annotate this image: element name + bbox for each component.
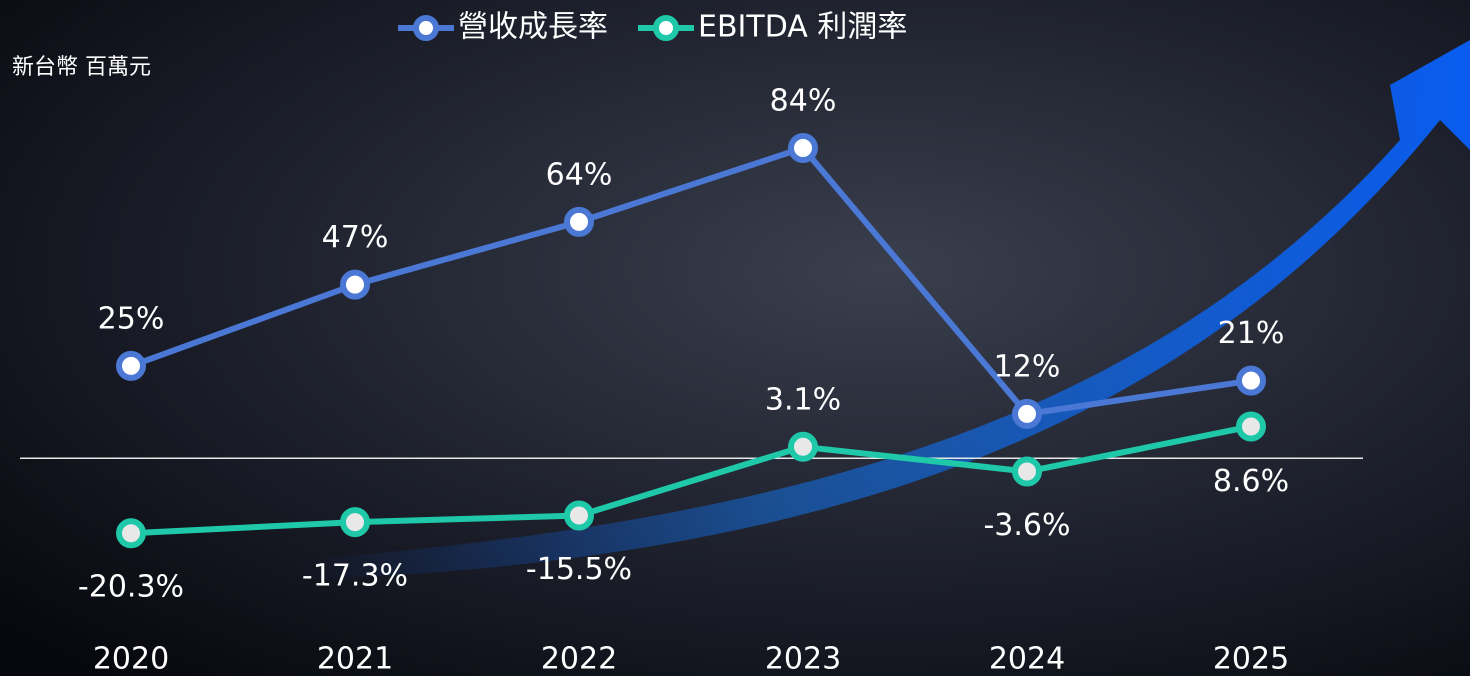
data-point [119, 521, 143, 545]
chart: 新台幣 百萬元 2020 2021 2022 2023 2024 2025 營收成長率 EBI… [0, 0, 1470, 676]
data-label: 12% [994, 349, 1061, 384]
data-point [343, 510, 367, 534]
data-label: 8.6% [1213, 464, 1289, 499]
data-label: 47% [322, 220, 389, 255]
legend-marker [656, 18, 676, 38]
legend-label: 營收成長率 [458, 10, 608, 45]
data-point [567, 210, 591, 234]
data-label: 84% [770, 83, 837, 118]
data-point [1239, 414, 1263, 438]
page: {"chart_data": {"type": "line", "y_label… [0, 0, 1470, 676]
data-label: 25% [98, 301, 165, 336]
data-point [1015, 402, 1039, 426]
unit-label: 新台幣 百萬元 [12, 55, 151, 80]
legend-marker [416, 18, 436, 38]
data-point [567, 504, 591, 528]
data-label: 21% [1218, 316, 1285, 351]
data-label: -15.5% [526, 552, 632, 587]
data-point [119, 354, 143, 378]
x-tick-label: 2025 [1213, 642, 1289, 676]
legend-label: EBITDA 利潤率 [698, 10, 907, 45]
x-tick-label: 2022 [541, 642, 617, 676]
x-tick-label: 2024 [989, 642, 1065, 676]
x-tick-label: 2020 [93, 642, 169, 676]
data-label: -17.3% [302, 559, 408, 594]
data-point [791, 136, 815, 160]
data-point [1239, 369, 1263, 393]
data-point [1015, 460, 1039, 484]
x-tick-label: 2023 [765, 642, 841, 676]
data-label: 64% [546, 157, 613, 192]
data-point [343, 273, 367, 297]
data-point [791, 435, 815, 459]
data-label: -20.3% [78, 570, 184, 605]
data-label: -3.6% [983, 508, 1070, 543]
x-tick-label: 2021 [317, 642, 393, 676]
data-label: 3.1% [765, 382, 841, 417]
